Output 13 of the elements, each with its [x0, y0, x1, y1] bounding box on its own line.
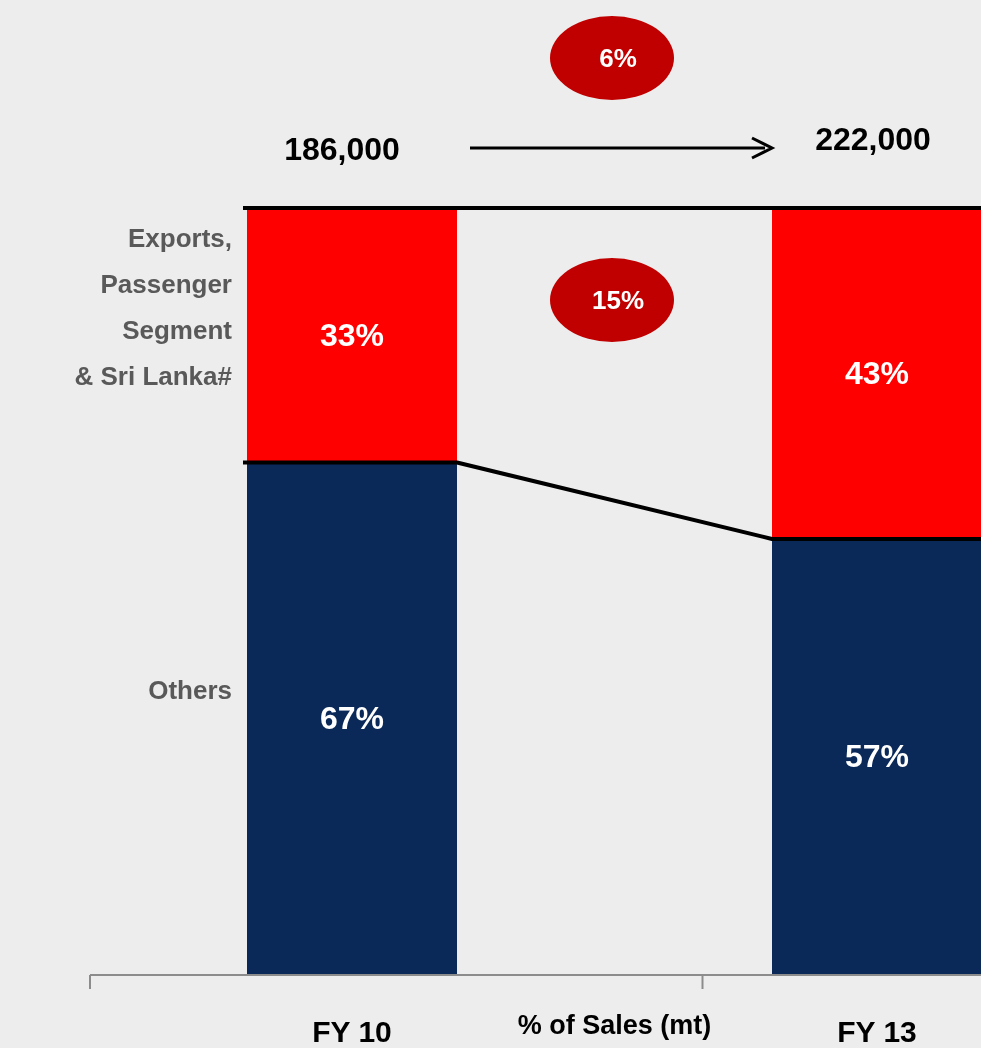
- text: 186,000: [284, 131, 400, 167]
- x-axis-title: % of Sales (mt): [517, 1010, 712, 1040]
- series-label: Exports, Passenger Segment & Sri Lanka#: [74, 223, 233, 392]
- annotation: 15%: [591, 285, 645, 315]
- data-label: 57%: [844, 737, 910, 774]
- text: 222,000: [815, 121, 931, 157]
- x-tick-label: FY 13: [837, 1015, 917, 1048]
- data-label: 67%: [319, 699, 385, 736]
- data-label: 43%: [844, 355, 910, 392]
- x-tick-label: FY 10: [312, 1015, 392, 1048]
- data-label: 33%: [319, 317, 385, 354]
- text: 6%: [599, 43, 637, 73]
- series-label: Others: [148, 674, 232, 705]
